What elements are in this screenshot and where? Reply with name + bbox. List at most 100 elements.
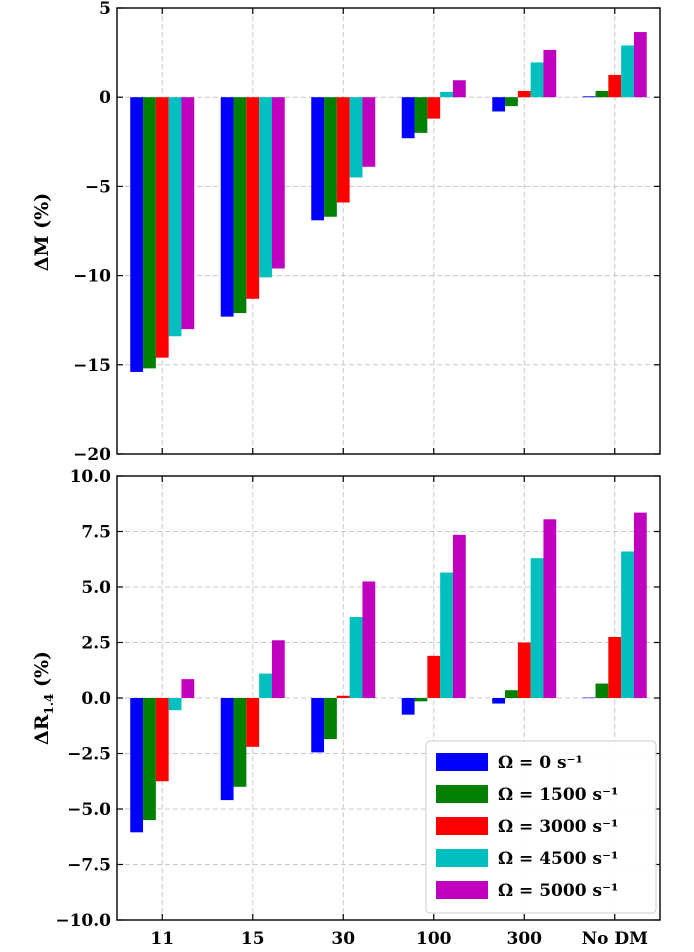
top-bar-series0-cat5 bbox=[582, 96, 596, 98]
legend-text: Ω = 1500 s bbox=[498, 785, 602, 805]
legend-superscript: ⁻¹ bbox=[602, 881, 618, 901]
bottom-bar-series0-cat3 bbox=[401, 698, 415, 715]
legend-text: Ω = 4500 s bbox=[498, 849, 602, 869]
top-bar-series4-cat4 bbox=[543, 49, 557, 98]
legend-swatch-0 bbox=[436, 753, 488, 771]
bottom-y-tick-label: 2.5 bbox=[81, 634, 111, 654]
top-bar-series2-cat5 bbox=[608, 74, 622, 98]
x-tick-label: 15 bbox=[241, 929, 265, 949]
bottom-bar-series1-cat1 bbox=[233, 698, 247, 787]
top-bar-series0-cat4 bbox=[492, 97, 506, 112]
top-bar-series3-cat5 bbox=[621, 45, 634, 98]
top-bar-series4-cat0 bbox=[181, 97, 195, 330]
bottom-bar-series2-cat5 bbox=[608, 636, 622, 698]
bottom-y-axis-label: ΔR1.4 (%) bbox=[31, 651, 56, 745]
bottom-bar-series3-cat3 bbox=[440, 572, 453, 698]
legend-label-0: Ω = 0 s⁻¹ bbox=[498, 753, 583, 773]
bottom-bar-series1-cat4 bbox=[505, 690, 518, 698]
bottom-y-tick-label: 10.0 bbox=[70, 467, 112, 487]
legend-label-3: Ω = 4500 s⁻¹ bbox=[498, 849, 618, 869]
top-bar-series4-cat3 bbox=[452, 80, 466, 98]
x-tick-label: 30 bbox=[331, 929, 355, 949]
top-y-tick-label: −20 bbox=[73, 445, 111, 465]
x-tick-label: No DM bbox=[582, 929, 649, 949]
top-panel-dm-mass-change: 5 0 −5 −10 −15 −20 ΔM (%) bbox=[31, 0, 661, 465]
top-y-tick-label: −10 bbox=[73, 267, 111, 287]
bottom-bar-series2-cat4 bbox=[517, 642, 531, 698]
bottom-bar-series0-cat4 bbox=[492, 698, 506, 704]
top-bar-series2-cat2 bbox=[336, 97, 350, 203]
top-bar-series0-cat0 bbox=[130, 97, 144, 372]
x-tick-label: 11 bbox=[150, 929, 174, 949]
legend-label-1: Ω = 1500 s⁻¹ bbox=[498, 785, 618, 805]
top-bar-series3-cat3 bbox=[440, 91, 453, 98]
legend-text: Ω = 0 s bbox=[498, 753, 567, 773]
top-bar-series1-cat2 bbox=[324, 97, 337, 217]
legend-text: Ω = 5000 s bbox=[498, 881, 602, 901]
top-bar-series1-cat4 bbox=[505, 97, 518, 107]
bottom-bar-series0-cat2 bbox=[311, 698, 325, 753]
bottom-bar-series1-cat2 bbox=[324, 698, 337, 740]
bottom-bar-series4-cat4 bbox=[543, 519, 557, 698]
bottom-bar-series0-cat1 bbox=[220, 698, 234, 801]
bottom-y-tick-label: 7.5 bbox=[81, 523, 111, 543]
bottom-bar-series3-cat1 bbox=[259, 673, 272, 698]
bottom-y-tick-label: 5.0 bbox=[81, 578, 111, 598]
y-label-part: ΔR bbox=[31, 714, 53, 745]
bottom-y-tick-label: −2.5 bbox=[67, 745, 111, 765]
top-bar-series2-cat0 bbox=[155, 97, 169, 358]
top-y-tick-label: −15 bbox=[73, 356, 111, 376]
legend-swatch-3 bbox=[436, 849, 488, 867]
legend-swatch-2 bbox=[436, 817, 488, 835]
top-y-axis-label: ΔM (%) bbox=[31, 193, 53, 271]
top-bar-series0-cat1 bbox=[220, 97, 234, 317]
bottom-bar-series1-cat0 bbox=[143, 698, 156, 821]
top-bar-series0-cat3 bbox=[401, 97, 415, 139]
bottom-y-tick-label: −7.5 bbox=[67, 856, 111, 876]
legend-box bbox=[425, 740, 657, 914]
y-label-subscript: 1.4 bbox=[42, 694, 56, 715]
top-bar-series1-cat1 bbox=[233, 97, 247, 314]
x-tick-label: 300 bbox=[507, 929, 543, 949]
x-tick-label: 100 bbox=[416, 929, 452, 949]
bottom-bar-series4-cat1 bbox=[271, 640, 285, 698]
bottom-bar-series2-cat3 bbox=[427, 655, 441, 698]
top-bar-series2-cat3 bbox=[427, 97, 441, 119]
top-bar-series3-cat4 bbox=[530, 62, 544, 98]
top-bar-series2-cat1 bbox=[246, 97, 260, 299]
y-label-part: (%) bbox=[31, 651, 53, 694]
top-bar-series3-cat2 bbox=[349, 97, 363, 178]
bottom-bar-series1-cat3 bbox=[414, 698, 428, 702]
legend-superscript: ⁻¹ bbox=[602, 817, 618, 837]
bottom-bar-series3-cat2 bbox=[349, 616, 363, 698]
top-bar-series4-cat2 bbox=[362, 97, 376, 167]
top-bar-series1-cat0 bbox=[143, 97, 156, 369]
top-bar-series3-cat1 bbox=[259, 97, 272, 278]
legend-superscript: ⁻¹ bbox=[602, 785, 618, 805]
top-bar-series2-cat4 bbox=[517, 90, 531, 98]
bottom-bar-series4-cat2 bbox=[362, 581, 376, 698]
top-y-tick-label: 5 bbox=[99, 0, 111, 19]
bottom-bar-series1-cat5 bbox=[595, 683, 609, 698]
bottom-bar-series2-cat2 bbox=[336, 695, 350, 698]
legend-label-4: Ω = 5000 s⁻¹ bbox=[498, 881, 618, 901]
legend: Ω = 0 s⁻¹Ω = 1500 s⁻¹Ω = 3000 s⁻¹Ω = 450… bbox=[425, 740, 657, 914]
top-y-tick-label: −5 bbox=[85, 177, 111, 197]
top-bar-series4-cat5 bbox=[633, 32, 647, 98]
bottom-bar-series2-cat1 bbox=[246, 698, 260, 747]
legend-text: Ω = 3000 s bbox=[498, 817, 602, 837]
bottom-bar-series4-cat0 bbox=[181, 679, 195, 698]
top-bar-series1-cat3 bbox=[414, 97, 428, 133]
top-y-tick-label: 0 bbox=[99, 88, 111, 108]
top-axes-frame bbox=[116, 7, 661, 455]
legend-swatch-4 bbox=[436, 881, 488, 899]
top-bar-series4-cat1 bbox=[271, 97, 285, 269]
bottom-bar-series4-cat5 bbox=[633, 512, 647, 698]
legend-superscript: ⁻¹ bbox=[602, 849, 618, 869]
top-bar-series0-cat2 bbox=[311, 97, 325, 221]
legend-swatch-1 bbox=[436, 785, 488, 803]
bottom-y-tick-label: 0.0 bbox=[81, 689, 111, 709]
legend-superscript: ⁻¹ bbox=[567, 753, 583, 773]
legend-label-2: Ω = 3000 s⁻¹ bbox=[498, 817, 618, 837]
